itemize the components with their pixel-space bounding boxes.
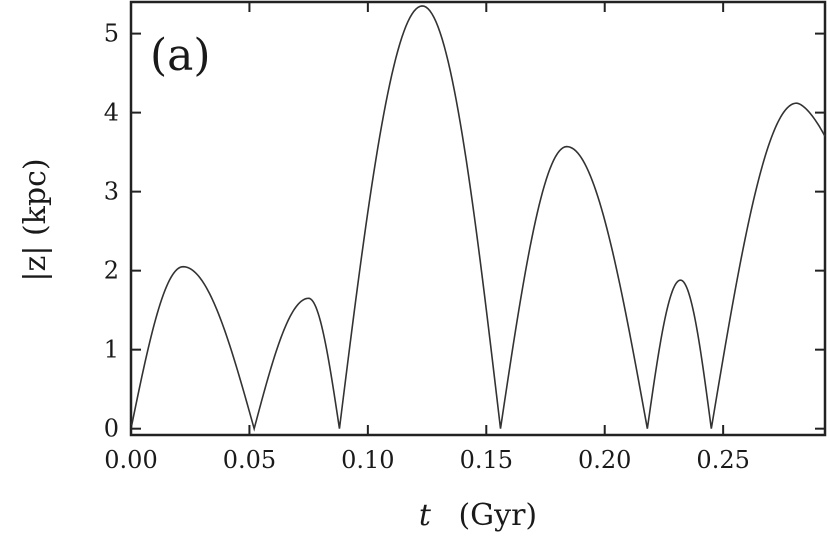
plot-area [129, 0, 827, 437]
y-tick-label: 4 [104, 99, 119, 127]
x-tick-label: 0.05 [223, 446, 276, 474]
y-tick-label: 3 [104, 178, 119, 206]
x-tick-label: 0.10 [341, 446, 394, 474]
panel-label: (a) [150, 30, 211, 81]
y-tick-label: 2 [104, 257, 119, 285]
y-tick-label: 1 [104, 336, 119, 364]
x-tick-label: 0.15 [460, 446, 513, 474]
series-line-z [130, 5, 826, 432]
chart-marks [130, 5, 826, 432]
x-axis-label: t (Gyr) [419, 498, 537, 533]
y-tick-label: 0 [104, 415, 119, 443]
x-tick-label: 0.20 [578, 446, 631, 474]
plot-frame [129, 0, 827, 437]
x-tick-label: 0.25 [696, 446, 749, 474]
x-tick-label: 0.00 [104, 446, 157, 474]
x-axis-unit: (Gyr) [458, 498, 537, 533]
x-axis-variable: t [419, 498, 432, 533]
y-tick-label: 5 [104, 20, 119, 48]
y-axis-label: |z| (kpc) [18, 158, 53, 281]
